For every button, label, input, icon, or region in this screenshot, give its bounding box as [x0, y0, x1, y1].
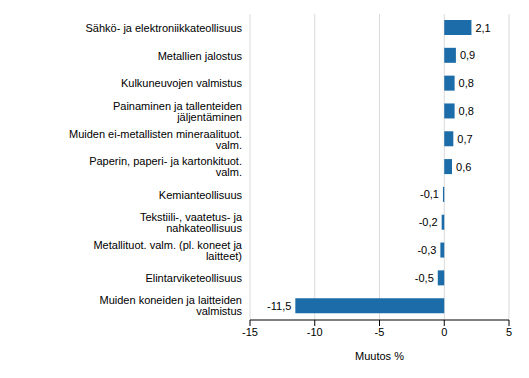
svg-text:Elintarviketeollisuus: Elintarviketeollisuus	[145, 272, 242, 284]
svg-text:5: 5	[506, 326, 512, 338]
svg-text:0,8: 0,8	[459, 77, 474, 89]
svg-text:Tekstiili-, vaatetus- janahkat: Tekstiili-, vaatetus- janahkateollisuus	[140, 211, 243, 234]
svg-text:-10: -10	[307, 326, 323, 338]
svg-text:-0,3: -0,3	[417, 244, 436, 256]
svg-text:-0,5: -0,5	[415, 272, 434, 284]
svg-text:Muutos %: Muutos %	[355, 350, 404, 362]
svg-text:Metallien jalostus: Metallien jalostus	[158, 50, 243, 62]
svg-text:-0,2: -0,2	[419, 216, 438, 228]
svg-text:Kemianteollisuus: Kemianteollisuus	[159, 189, 243, 201]
svg-text:Paperin, paperi- ja kartonkitu: Paperin, paperi- ja kartonkituot.valm.	[89, 155, 242, 178]
svg-text:-0,1: -0,1	[420, 188, 439, 200]
svg-text:0,7: 0,7	[457, 133, 472, 145]
svg-text:Painaminen ja tallenteidenjälj: Painaminen ja tallenteidenjäljentäminen	[113, 100, 242, 123]
svg-text:Sähkö- ja elektroniikkateollis: Sähkö- ja elektroniikkateollisuus	[85, 22, 242, 34]
svg-text:Muiden koneiden ja laitteidenv: Muiden koneiden ja laitteidenvalmistus	[100, 294, 243, 317]
svg-text:Metallituot. valm. (pl. koneet: Metallituot. valm. (pl. koneet jalaittee…	[93, 239, 242, 262]
svg-text:-11,5: -11,5	[267, 300, 291, 312]
svg-text:-5: -5	[375, 326, 385, 338]
svg-text:0: 0	[441, 326, 447, 338]
svg-text:0,6: 0,6	[456, 161, 471, 173]
svg-text:-15: -15	[242, 326, 258, 338]
svg-text:Kulkuneuvojen valmistus: Kulkuneuvojen valmistus	[121, 77, 243, 89]
svg-text:2,1: 2,1	[475, 22, 490, 34]
svg-text:0,9: 0,9	[460, 49, 475, 61]
svg-text:Muiden ei-metallisten mineraal: Muiden ei-metallisten mineraalituot.valm…	[69, 128, 242, 151]
svg-text:0,8: 0,8	[459, 105, 474, 117]
